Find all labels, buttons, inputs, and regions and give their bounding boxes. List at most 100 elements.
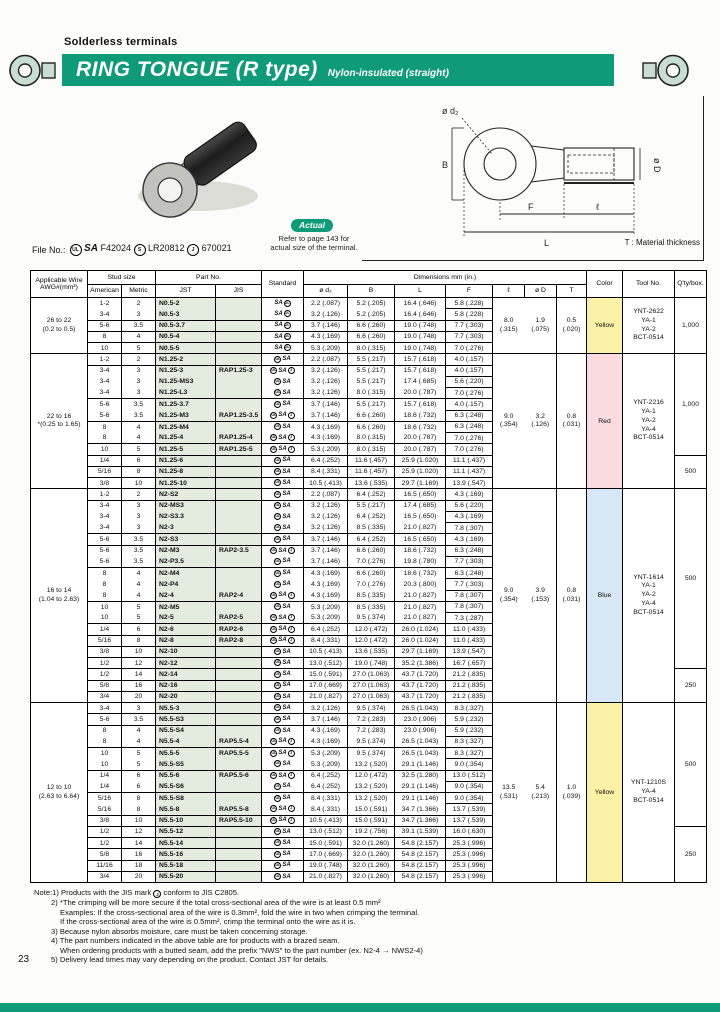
cell-stud-american: 3/8 bbox=[87, 814, 122, 827]
cell-dim-od-in: (.213) bbox=[531, 792, 550, 800]
cell-stud-american: 5-6 bbox=[87, 533, 122, 545]
cell-dim-l: 15.7 (.618) bbox=[394, 364, 446, 377]
cell-qty-per-box: 250 bbox=[674, 825, 707, 883]
cell-part-no-jst: N2-MS3 bbox=[155, 499, 216, 512]
cell-dim-b: 7.0 (.276) bbox=[347, 578, 395, 590]
cell-stud-metric: 6 bbox=[121, 454, 156, 467]
csa-mark-icon: SA bbox=[282, 524, 291, 531]
cell-dim-b: 8.0 (.315) bbox=[347, 387, 395, 399]
cell-dim-l: 54.8 (2.157) bbox=[394, 870, 446, 883]
cell-dim-d2: 13.0 (.512) bbox=[303, 656, 348, 669]
ul-mark-icon: UL bbox=[274, 400, 282, 408]
cell-stud-metric: 14 bbox=[121, 668, 156, 680]
cell-standard-marks: UL SA bbox=[261, 533, 304, 545]
cell-part-no-jis: RAP2-5 bbox=[215, 612, 262, 624]
cell-stud-american: 3-4 bbox=[87, 522, 122, 534]
jis-mark-icon: J bbox=[287, 805, 295, 813]
table-row: 3-4 3 N0.5-3 SA UL 3.2 (.126) 5.2 (.205) 16.4 (… bbox=[31, 308, 707, 321]
cell-dim-d2: 4.3 (.169) bbox=[303, 566, 348, 579]
cell-dim-b: 9.5 (.374) bbox=[347, 736, 395, 748]
cell-dim-d2: 3.7 (.146) bbox=[303, 556, 348, 568]
cell-dim-d2: 2.2 (.087) bbox=[303, 296, 348, 309]
table-row: 16 to 14 (1.04 to 2.63) 1-2 2 N2-S2 UL SA 2.2 (… bbox=[30, 488, 707, 703]
ul-mark-icon: UL bbox=[283, 321, 291, 329]
csa-mark-icon: SA bbox=[282, 479, 291, 486]
cell-dim-f: 8.3 (.327) bbox=[445, 701, 493, 715]
cell-stud-metric: 20 bbox=[121, 690, 156, 703]
cell-dim-d2: 13.0 (.512) bbox=[303, 825, 348, 838]
cell-dim-b: 8.0 (.315) bbox=[347, 341, 395, 354]
ul-mark-icon: UL bbox=[274, 389, 282, 397]
cell-dim-b: 13.6 (.535) bbox=[347, 476, 395, 489]
cell-part-no-jis: RAP2-3.5 bbox=[215, 544, 262, 557]
cell-dim-b: 7.2 (.283) bbox=[347, 713, 395, 725]
table-row: 3-4 3 N2-MS3 UL SA 3.2 (.126) 5.5 (.217) 17.4 (… bbox=[31, 499, 707, 512]
cell-stud-metric: 10 bbox=[121, 814, 156, 827]
terminal-photo bbox=[138, 121, 258, 218]
cell-dim-b: 12.0 (.472) bbox=[347, 634, 395, 647]
cell-dim-b: 6.6 (.260) bbox=[347, 410, 395, 422]
cell-dim-l: 19.0 (.748) bbox=[394, 341, 446, 354]
cell-part-no-jis bbox=[215, 679, 262, 692]
cell-stud-american: 5/16 bbox=[87, 634, 122, 647]
ul-mark-icon: UL bbox=[274, 659, 282, 667]
cell-dim-f: 7.8 (.307) bbox=[445, 600, 493, 614]
table-row: 10 5 N2-5 RAP2-5 UL SA J 5.3 (.209) 9.5 (.374) 21… bbox=[31, 612, 707, 625]
cell-dim-l: 29.7 (1.169) bbox=[394, 645, 446, 658]
cell-dim-d2: 4.3 (.169) bbox=[303, 724, 348, 737]
cell-part-no-jst: N5.5-3 bbox=[155, 701, 216, 714]
cell-part-no-jis bbox=[215, 870, 262, 883]
csa-mark-icon: SA bbox=[282, 851, 291, 858]
cell-part-no-jis bbox=[215, 353, 262, 365]
cell-dim-b: 6.6 (.260) bbox=[347, 319, 395, 332]
terminal-spec-table: Applicable Wire AWG#(mm²) Stud size Part … bbox=[30, 270, 707, 884]
cell-dim-l: 21.0 (.827) bbox=[394, 600, 446, 613]
cell-dim-ell-in: (.354) bbox=[499, 421, 518, 429]
cell-part-no-jis: RAP1.25-3.5 bbox=[215, 410, 262, 422]
cell-stud-metric: 16 bbox=[121, 679, 156, 692]
cell-stud-metric: 4 bbox=[121, 578, 156, 590]
table-row: 5/16 8 N2-8 RAP2-8 UL SA J 8.4 (.331) 12.0 (.472… bbox=[31, 634, 707, 647]
cell-dim-f: 11.1 (.437) bbox=[445, 454, 493, 467]
cell-dim-b: 7.0 (.276) bbox=[347, 556, 395, 568]
cell-stud-metric: 6 bbox=[121, 781, 156, 793]
cell-dim-d2: 3.7 (.146) bbox=[303, 398, 348, 410]
cell-part-no-jst: N0.5-4 bbox=[155, 330, 216, 343]
cell-stud-american: 8 bbox=[87, 590, 122, 602]
cell-dim-f: 13.7 (.539) bbox=[445, 814, 493, 827]
cell-dim-b: 5.2 (.205) bbox=[347, 308, 395, 320]
diagram-label-f: F bbox=[528, 202, 534, 212]
ul-mark-icon: UL bbox=[274, 681, 282, 689]
cell-part-no-jst: N2-4 bbox=[155, 590, 216, 602]
ul-mark-icon: UL bbox=[274, 828, 282, 836]
jis-mark-icon: J bbox=[287, 772, 295, 780]
cell-stud-metric: 2 bbox=[121, 296, 156, 309]
cell-stud-metric: 8 bbox=[121, 634, 156, 647]
csa-mark-icon: SA bbox=[84, 243, 98, 254]
cell-dim-od-mm: 3.9 bbox=[535, 587, 545, 595]
csa-mark-icon: SA bbox=[278, 772, 287, 779]
cell-part-no-jis bbox=[215, 656, 262, 669]
cell-dim-ell-mm: 8.0 bbox=[504, 317, 514, 325]
cell-stud-american: 1-2 bbox=[87, 488, 122, 500]
ul-mark-icon: UL bbox=[274, 794, 282, 802]
cell-stud-american: 3-4 bbox=[87, 308, 122, 320]
cell-standard-marks: UL SA bbox=[261, 511, 304, 523]
cell-part-no-jis: RAP1.25-3 bbox=[215, 364, 262, 377]
cell-stud-american: 3-4 bbox=[87, 387, 122, 399]
jis-mark-icon: J bbox=[153, 890, 162, 898]
table-row: 1/4 6 N5.5-S6 UL SA 6.4 (.252) 13.2 (.520) 29.1… bbox=[31, 781, 707, 794]
cell-dim-l: 26.0 (1.024) bbox=[394, 634, 446, 647]
cell-stud-metric: 2 bbox=[121, 488, 156, 500]
csa-mark-icon: SA bbox=[282, 716, 291, 723]
ul-mark-icon: UL bbox=[270, 749, 278, 757]
dimension-diagram: ø d₂ B F ℓ L ø D bbox=[442, 106, 662, 248]
csa-mark-icon: SA bbox=[282, 423, 291, 430]
cell-dim-d2: 10.5 (.413) bbox=[303, 645, 348, 658]
cell-standard-marks: UL SA J bbox=[261, 769, 304, 782]
cell-dim-l: 26.5 (1.043) bbox=[394, 746, 446, 759]
diagram-label-d2: ø d₂ bbox=[442, 106, 459, 116]
cell-dim-l: 43.7 (1.720) bbox=[394, 668, 446, 680]
csa-mark-icon: SA bbox=[282, 570, 291, 577]
cell-part-no-jst: N1.25-8 bbox=[155, 465, 216, 478]
